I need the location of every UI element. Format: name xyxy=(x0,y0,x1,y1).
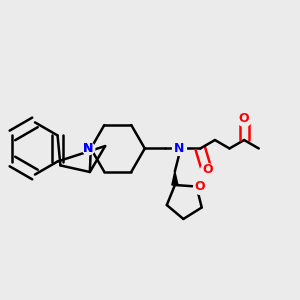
Text: N: N xyxy=(83,142,94,155)
Text: N: N xyxy=(83,142,94,155)
Text: O: O xyxy=(194,180,205,193)
Text: O: O xyxy=(202,164,213,176)
Text: N: N xyxy=(174,142,184,155)
Text: O: O xyxy=(239,112,249,125)
Polygon shape xyxy=(172,172,178,185)
